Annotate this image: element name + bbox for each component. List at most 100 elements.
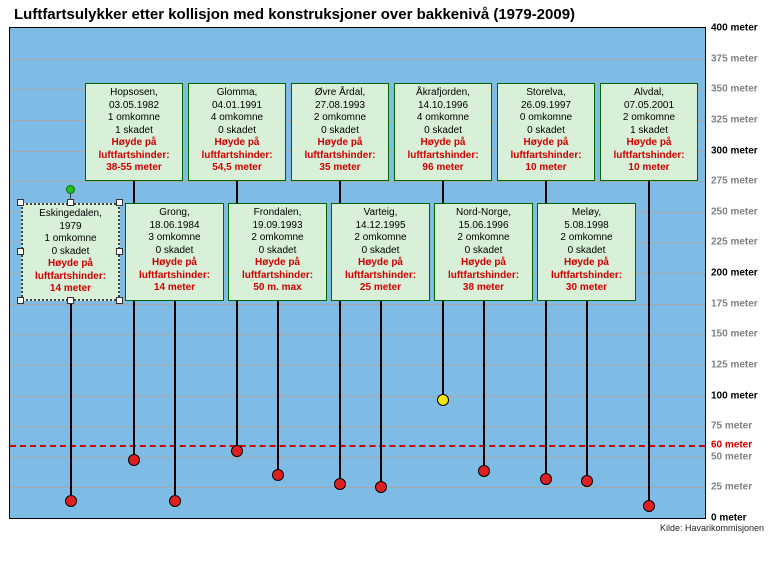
- callout-stem: [174, 301, 176, 501]
- gridline: [10, 487, 705, 488]
- incident-date: 07.05.2001: [603, 100, 695, 113]
- data-marker[interactable]: [478, 465, 490, 477]
- incident-place: Hopsosen,: [88, 87, 180, 100]
- incident-dead: 0 omkomne: [500, 112, 592, 125]
- incident-injured: 0 skadet: [334, 245, 427, 258]
- y-tick-label: 325 meter: [711, 114, 758, 125]
- incident-place: Varteig,: [334, 207, 427, 220]
- callout-stem: [380, 301, 382, 487]
- incident-height-label: Høyde på luftfartshinder:: [25, 258, 116, 283]
- incident-card[interactable]: Åkrafjorden,14.10.19964 omkomne0 skadetH…: [394, 83, 492, 181]
- incident-height-value: 96 meter: [397, 162, 489, 175]
- y-tick-label: 175 meter: [711, 298, 758, 309]
- y-tick-label: 0 meter: [711, 513, 747, 524]
- gridline: [10, 457, 705, 458]
- selection-handle[interactable]: [17, 248, 24, 255]
- y-tick-label: 50 meter: [711, 451, 752, 462]
- incident-card[interactable]: Øvre Årdal,27.08.19932 omkomne0 skadetHø…: [291, 83, 389, 181]
- incident-height-value: 10 meter: [603, 162, 695, 175]
- incident-dead: 2 omkomne: [540, 232, 633, 245]
- selection-handle[interactable]: [17, 297, 24, 304]
- incident-injured: 0 skadet: [540, 245, 633, 258]
- incident-place: Eskingedalen,: [25, 208, 116, 221]
- incident-date: 1979: [25, 221, 116, 234]
- incident-card[interactable]: Glomma,04.01.19914 omkomne0 skadetHøyde …: [188, 83, 286, 181]
- incident-card[interactable]: Hopsosen,03.05.19821 omkomne1 skadetHøyd…: [85, 83, 183, 181]
- incident-dead: 3 omkomne: [128, 232, 221, 245]
- incident-height-value: 54,5 meter: [191, 162, 283, 175]
- incident-date: 5.08.1998: [540, 220, 633, 233]
- chart-container: Eskingedalen,19791 omkomne0 skadetHøyde …: [9, 27, 764, 537]
- incident-place: Grong,: [128, 207, 221, 220]
- incident-injured: 0 skadet: [397, 125, 489, 138]
- incident-height-value: 50 m. max: [231, 282, 324, 295]
- incident-date: 26.09.1997: [500, 100, 592, 113]
- incident-card[interactable]: Meløy,5.08.19982 omkomne0 skadetHøyde på…: [537, 203, 636, 301]
- incident-date: 19.09.1993: [231, 220, 324, 233]
- incident-injured: 0 skadet: [231, 245, 324, 258]
- incident-height-label: Høyde på luftfartshinder:: [128, 257, 221, 282]
- data-marker[interactable]: [231, 445, 243, 457]
- incident-card[interactable]: Varteig,14.12.19952 omkomne0 skadetHøyde…: [331, 203, 430, 301]
- data-marker[interactable]: [65, 495, 77, 507]
- selection-handle[interactable]: [116, 248, 123, 255]
- data-marker[interactable]: [540, 473, 552, 485]
- incident-height-value: 14 meter: [128, 282, 221, 295]
- y-tick-label: 250 meter: [711, 206, 758, 217]
- incident-dead: 2 omkomne: [437, 232, 530, 245]
- y-tick-label: 300 meter: [711, 145, 758, 156]
- selection-handle[interactable]: [17, 199, 24, 206]
- incident-height-label: Høyde på luftfartshinder:: [603, 137, 695, 162]
- incident-height-value: 38-55 meter: [88, 162, 180, 175]
- gridline: [10, 334, 705, 335]
- data-marker[interactable]: [128, 454, 140, 466]
- incident-height-label: Høyde på luftfartshinder:: [500, 137, 592, 162]
- incident-injured: 0 skadet: [25, 246, 116, 259]
- data-marker[interactable]: [437, 394, 449, 406]
- data-marker[interactable]: [375, 481, 387, 493]
- incident-height-value: 14 meter: [25, 283, 116, 296]
- incident-injured: 0 skadet: [500, 125, 592, 138]
- incident-card[interactable]: Frondalen,19.09.19932 omkomne0 skadetHøy…: [228, 203, 327, 301]
- incident-height-value: 10 meter: [500, 162, 592, 175]
- y-tick-label: 75 meter: [711, 421, 752, 432]
- incident-height-label: Høyde på luftfartshinder:: [88, 137, 180, 162]
- data-marker[interactable]: [581, 475, 593, 487]
- gridline: [10, 304, 705, 305]
- incident-dead: 1 omkomne: [88, 112, 180, 125]
- y-tick-label: 375 meter: [711, 53, 758, 64]
- y-tick-label: 150 meter: [711, 329, 758, 340]
- incident-date: 27.08.1993: [294, 100, 386, 113]
- incident-place: Alvdal,: [603, 87, 695, 100]
- data-marker[interactable]: [169, 495, 181, 507]
- y-tick-label: 350 meter: [711, 84, 758, 95]
- incident-date: 14.10.1996: [397, 100, 489, 113]
- selection-handle[interactable]: [67, 199, 74, 206]
- incident-dead: 4 omkomne: [397, 112, 489, 125]
- source-label: Kilde: Havarikommisjonen: [660, 523, 764, 533]
- selection-handle[interactable]: [116, 297, 123, 304]
- chart-title: Luftfartsulykker etter kollisjon med kon…: [0, 0, 773, 27]
- incident-card[interactable]: Nord-Norge,15.06.19962 omkomne0 skadetHø…: [434, 203, 533, 301]
- incident-injured: 0 skadet: [294, 125, 386, 138]
- incident-dead: 2 omkomne: [334, 232, 427, 245]
- incident-card[interactable]: Grong,18.06.19843 omkomne0 skadetHøyde p…: [125, 203, 224, 301]
- gridline: [10, 396, 705, 397]
- data-marker[interactable]: [334, 478, 346, 490]
- incident-card[interactable]: Storelva,26.09.19970 omkomne0 skadetHøyd…: [497, 83, 595, 181]
- callout-stem: [483, 301, 485, 471]
- plot-area: Eskingedalen,19791 omkomne0 skadetHøyde …: [9, 27, 706, 519]
- y-tick-label: 225 meter: [711, 237, 758, 248]
- incident-injured: 0 skadet: [128, 245, 221, 258]
- incident-card[interactable]: Eskingedalen,19791 omkomne0 skadetHøyde …: [21, 203, 120, 301]
- selection-handle[interactable]: [67, 297, 74, 304]
- callout-stem: [586, 301, 588, 481]
- data-marker[interactable]: [643, 500, 655, 512]
- incident-height-value: 35 meter: [294, 162, 386, 175]
- incident-place: Glomma,: [191, 87, 283, 100]
- incident-card[interactable]: Alvdal,07.05.20012 omkomne1 skadetHøyde …: [600, 83, 698, 181]
- incident-date: 04.01.1991: [191, 100, 283, 113]
- callout-stem: [277, 301, 279, 475]
- selection-handle[interactable]: [116, 199, 123, 206]
- data-marker[interactable]: [272, 469, 284, 481]
